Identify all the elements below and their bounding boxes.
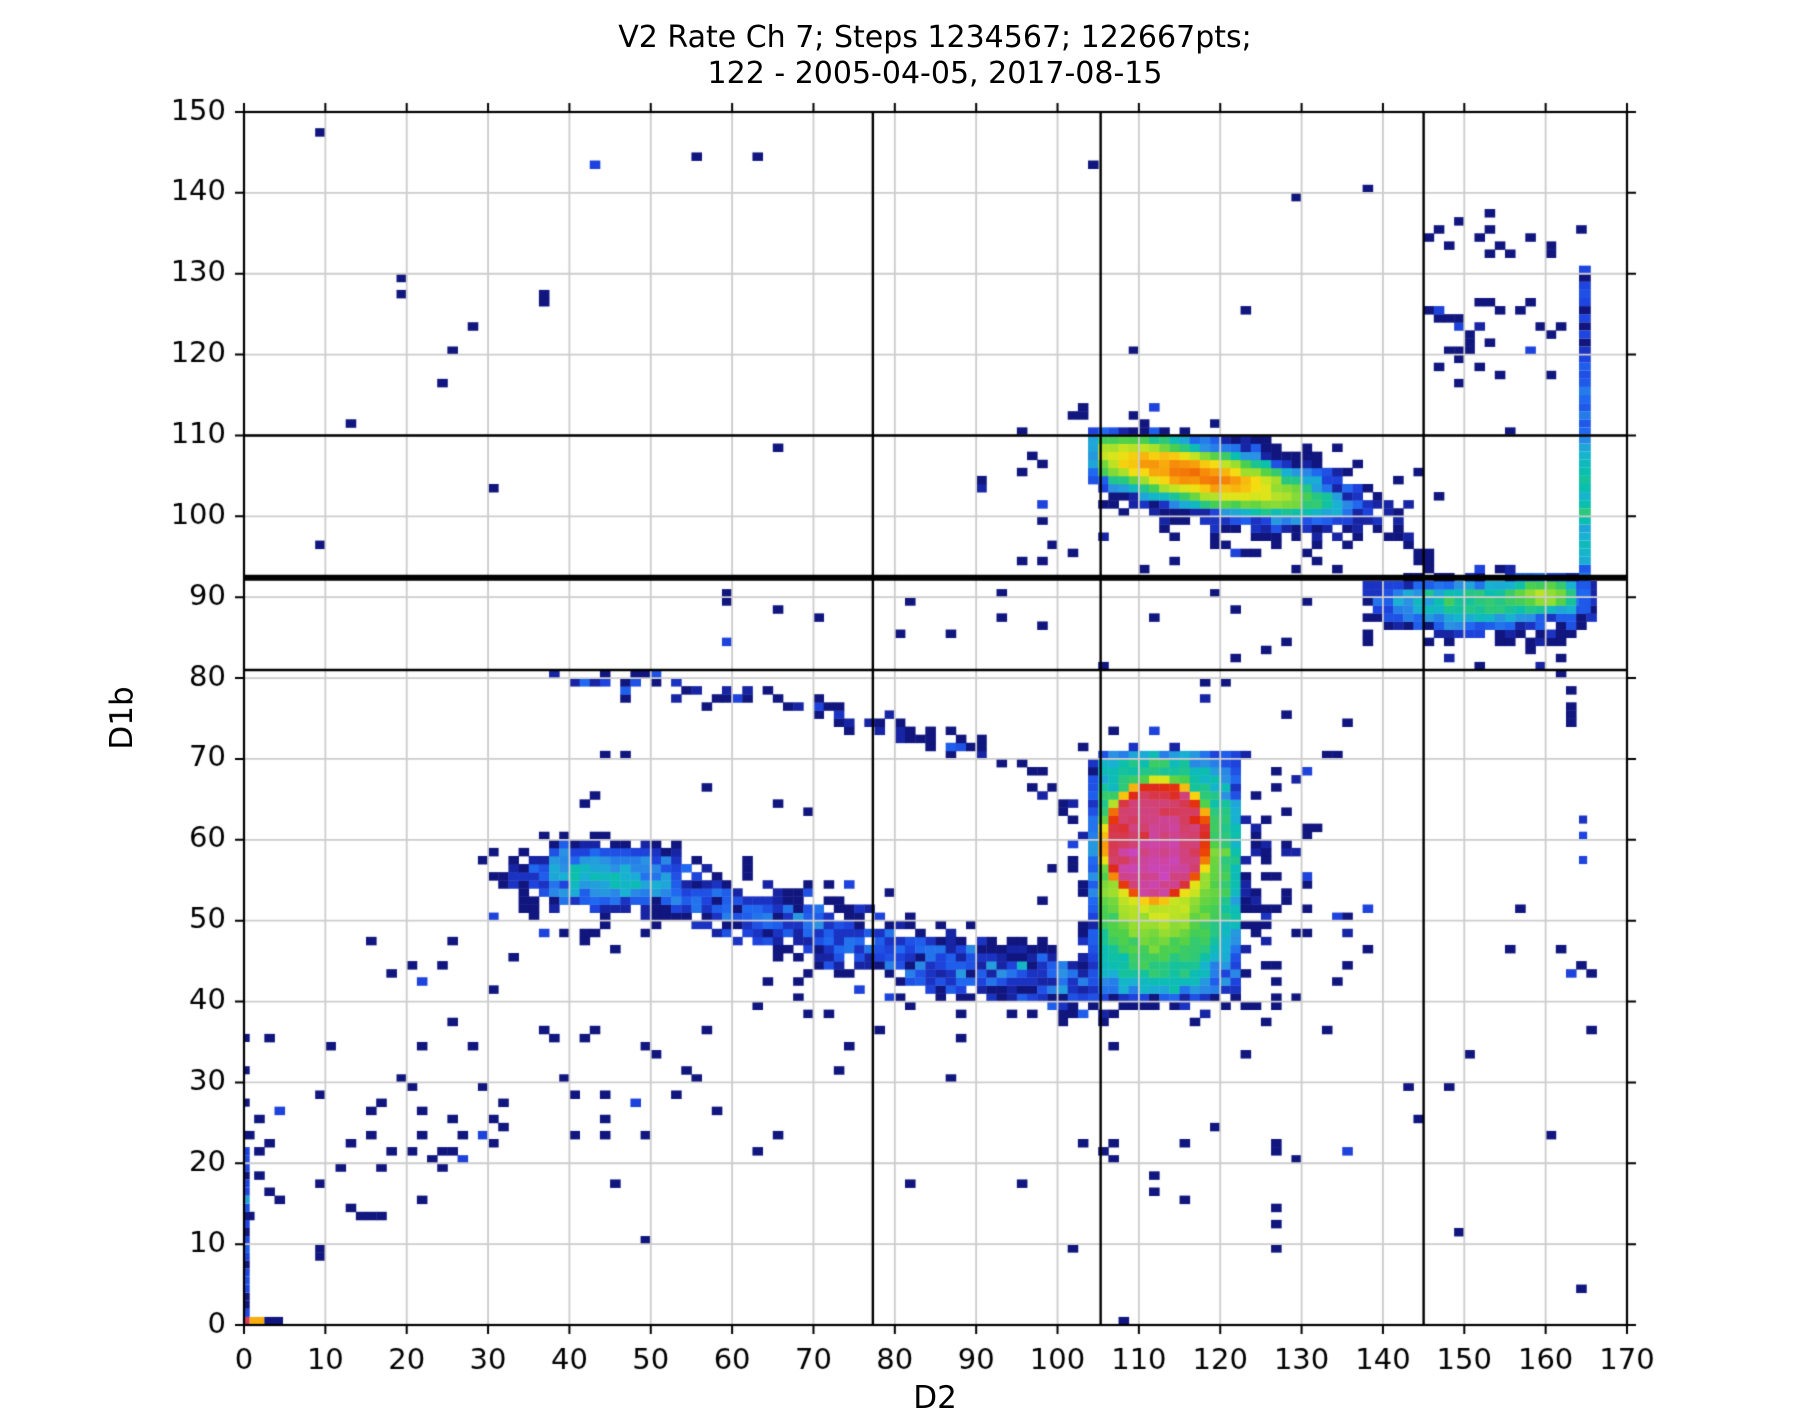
chart-title: V2 Rate Ch 7; Steps 1234567; 122667pts; … bbox=[618, 20, 1252, 92]
x-axis-label: D2 bbox=[913, 1380, 957, 1416]
chart-title-line2: 122 - 2005-04-05, 2017-08-15 bbox=[707, 56, 1163, 91]
chart-title-line1: V2 Rate Ch 7; Steps 1234567; 122667pts; bbox=[618, 20, 1252, 55]
y-axis-label: D1b bbox=[104, 686, 140, 750]
